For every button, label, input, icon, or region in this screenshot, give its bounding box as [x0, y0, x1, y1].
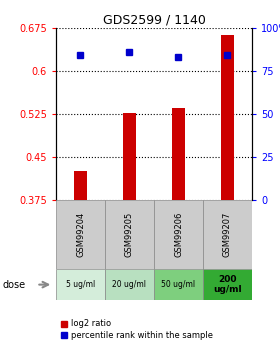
Text: GSM99206: GSM99206: [174, 212, 183, 257]
Bar: [203, 200, 252, 269]
Text: GSM99204: GSM99204: [76, 212, 85, 257]
Text: GSM99207: GSM99207: [223, 212, 232, 257]
Text: dose: dose: [3, 280, 26, 289]
Bar: [172, 108, 185, 200]
Text: GSM99205: GSM99205: [125, 212, 134, 257]
Text: 50 ug/ml: 50 ug/ml: [162, 280, 195, 289]
Bar: [56, 269, 105, 300]
Bar: [56, 200, 105, 269]
Text: 5 ug/ml: 5 ug/ml: [66, 280, 95, 289]
Title: GDS2599 / 1140: GDS2599 / 1140: [102, 13, 206, 27]
Bar: [203, 269, 252, 300]
Bar: [221, 35, 234, 200]
Bar: [105, 200, 154, 269]
Bar: [105, 269, 154, 300]
Text: 200
ug/ml: 200 ug/ml: [213, 275, 242, 294]
Bar: [123, 113, 136, 200]
Bar: [74, 171, 87, 200]
Bar: [154, 269, 203, 300]
Bar: [154, 200, 203, 269]
Text: 20 ug/ml: 20 ug/ml: [113, 280, 146, 289]
Legend: log2 ratio, percentile rank within the sample: log2 ratio, percentile rank within the s…: [60, 319, 214, 341]
